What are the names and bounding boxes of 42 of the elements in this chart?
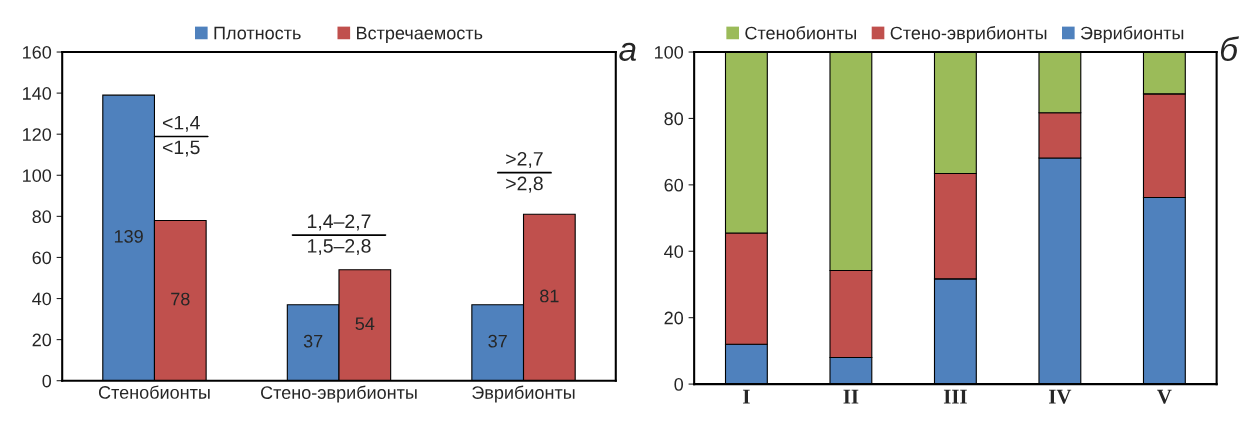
- y-tick-label: 20: [664, 311, 684, 325]
- y-tick-label: 80: [32, 210, 52, 224]
- legend-label: Плотность: [214, 26, 301, 40]
- y-tick-label: 120: [23, 128, 52, 141]
- y-tick-label: 60: [32, 251, 52, 265]
- data-label: 37: [488, 334, 507, 348]
- x-tick-label: Стенобионты: [98, 385, 210, 399]
- x-tick-label: III: [943, 389, 967, 404]
- y-tick-label: 20: [32, 333, 52, 347]
- annotation: 1,5–2,8: [308, 239, 371, 256]
- legend-label: Стено-эврибионты: [890, 26, 1047, 43]
- text: а: [619, 42, 636, 61]
- y-tick-label: 100: [23, 169, 52, 182]
- y-tick-label: 60: [664, 178, 684, 192]
- y-tick-label: 0: [674, 378, 684, 391]
- legend-label: Встречаемость: [357, 26, 483, 43]
- x-tick-label: Эврибионты: [472, 385, 575, 403]
- annotation: >2,8: [506, 176, 543, 193]
- data-label: 139: [114, 229, 143, 243]
- x-tick-label: II: [843, 389, 859, 404]
- data-label: 37: [303, 334, 323, 348]
- y-tick-label: 0: [42, 374, 52, 388]
- data-label: 78: [171, 292, 190, 306]
- annotation: 1,4–2,7: [308, 214, 371, 231]
- y-tick-label: 160: [23, 45, 52, 59]
- y-tick-label: 100: [654, 45, 684, 59]
- data-label: 81: [540, 289, 559, 303]
- annotation: >2,7: [506, 151, 543, 169]
- x-tick-label: Стено-эврибионты: [261, 385, 417, 403]
- y-tick-label: 40: [32, 292, 52, 306]
- data-label: 54: [355, 317, 375, 331]
- annotation: <1,5: [162, 140, 200, 157]
- x-tick-label: V: [1157, 389, 1172, 404]
- y-tick-label: 80: [664, 112, 684, 126]
- y-tick-label: 40: [664, 245, 684, 258]
- x-tick-label: I: [743, 389, 750, 404]
- legend-label: Эврибионты: [1080, 26, 1184, 43]
- annotation: <1,4: [162, 115, 200, 132]
- text: б: [1220, 36, 1239, 61]
- y-tick-label: 140: [23, 87, 52, 100]
- legend-label: Стенобионты: [745, 26, 857, 40]
- x-tick-label: IV: [1049, 389, 1072, 404]
